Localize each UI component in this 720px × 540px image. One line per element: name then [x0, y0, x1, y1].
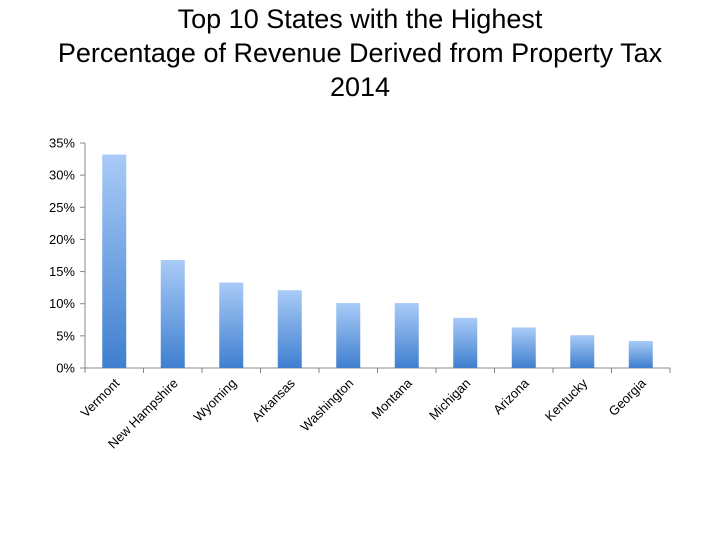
bar [511, 327, 536, 368]
y-tick-label: 35% [49, 136, 75, 151]
bar [628, 341, 653, 368]
y-tick-label: 20% [49, 232, 75, 247]
chart-title-line-3: 2014 [329, 72, 391, 102]
bar [453, 317, 478, 368]
x-category-label: Michigan [426, 376, 473, 423]
bar [336, 303, 361, 368]
y-tick-label: 10% [49, 296, 75, 311]
chart-title: Top 10 States with the Highest Percentag… [0, 2, 720, 104]
bar [394, 303, 419, 368]
y-tick-label: 25% [49, 200, 75, 215]
x-category-label: Kentucky [542, 375, 591, 424]
x-axis [84, 367, 671, 373]
x-category-label: Vermont [78, 375, 123, 420]
bar [160, 260, 185, 368]
y-tick-label: 30% [49, 168, 75, 183]
y-tick-label: 5% [56, 328, 75, 343]
x-category-label: Washington [298, 376, 357, 435]
chart-title-line-2: Percentage of Revenue Derived from Prope… [57, 38, 663, 68]
y-tick-label: 15% [49, 264, 75, 279]
x-category-label: Arkansas [249, 375, 298, 424]
y-tick-label: 0% [56, 361, 75, 376]
x-category-label: Wyoming [191, 376, 240, 425]
chart-title-line-1: Top 10 States with the Highest [177, 4, 543, 34]
x-category-label: Montana [368, 375, 415, 422]
x-category-label: Arizona [490, 375, 532, 417]
x-category-label: Georgia [606, 375, 650, 419]
y-axis: 0% 5% 10% 15% 20% 25% 30% 35% [49, 136, 86, 376]
bar [570, 335, 595, 368]
bars [102, 154, 653, 368]
bar [102, 154, 127, 368]
bar [219, 282, 244, 368]
bar [277, 290, 302, 368]
